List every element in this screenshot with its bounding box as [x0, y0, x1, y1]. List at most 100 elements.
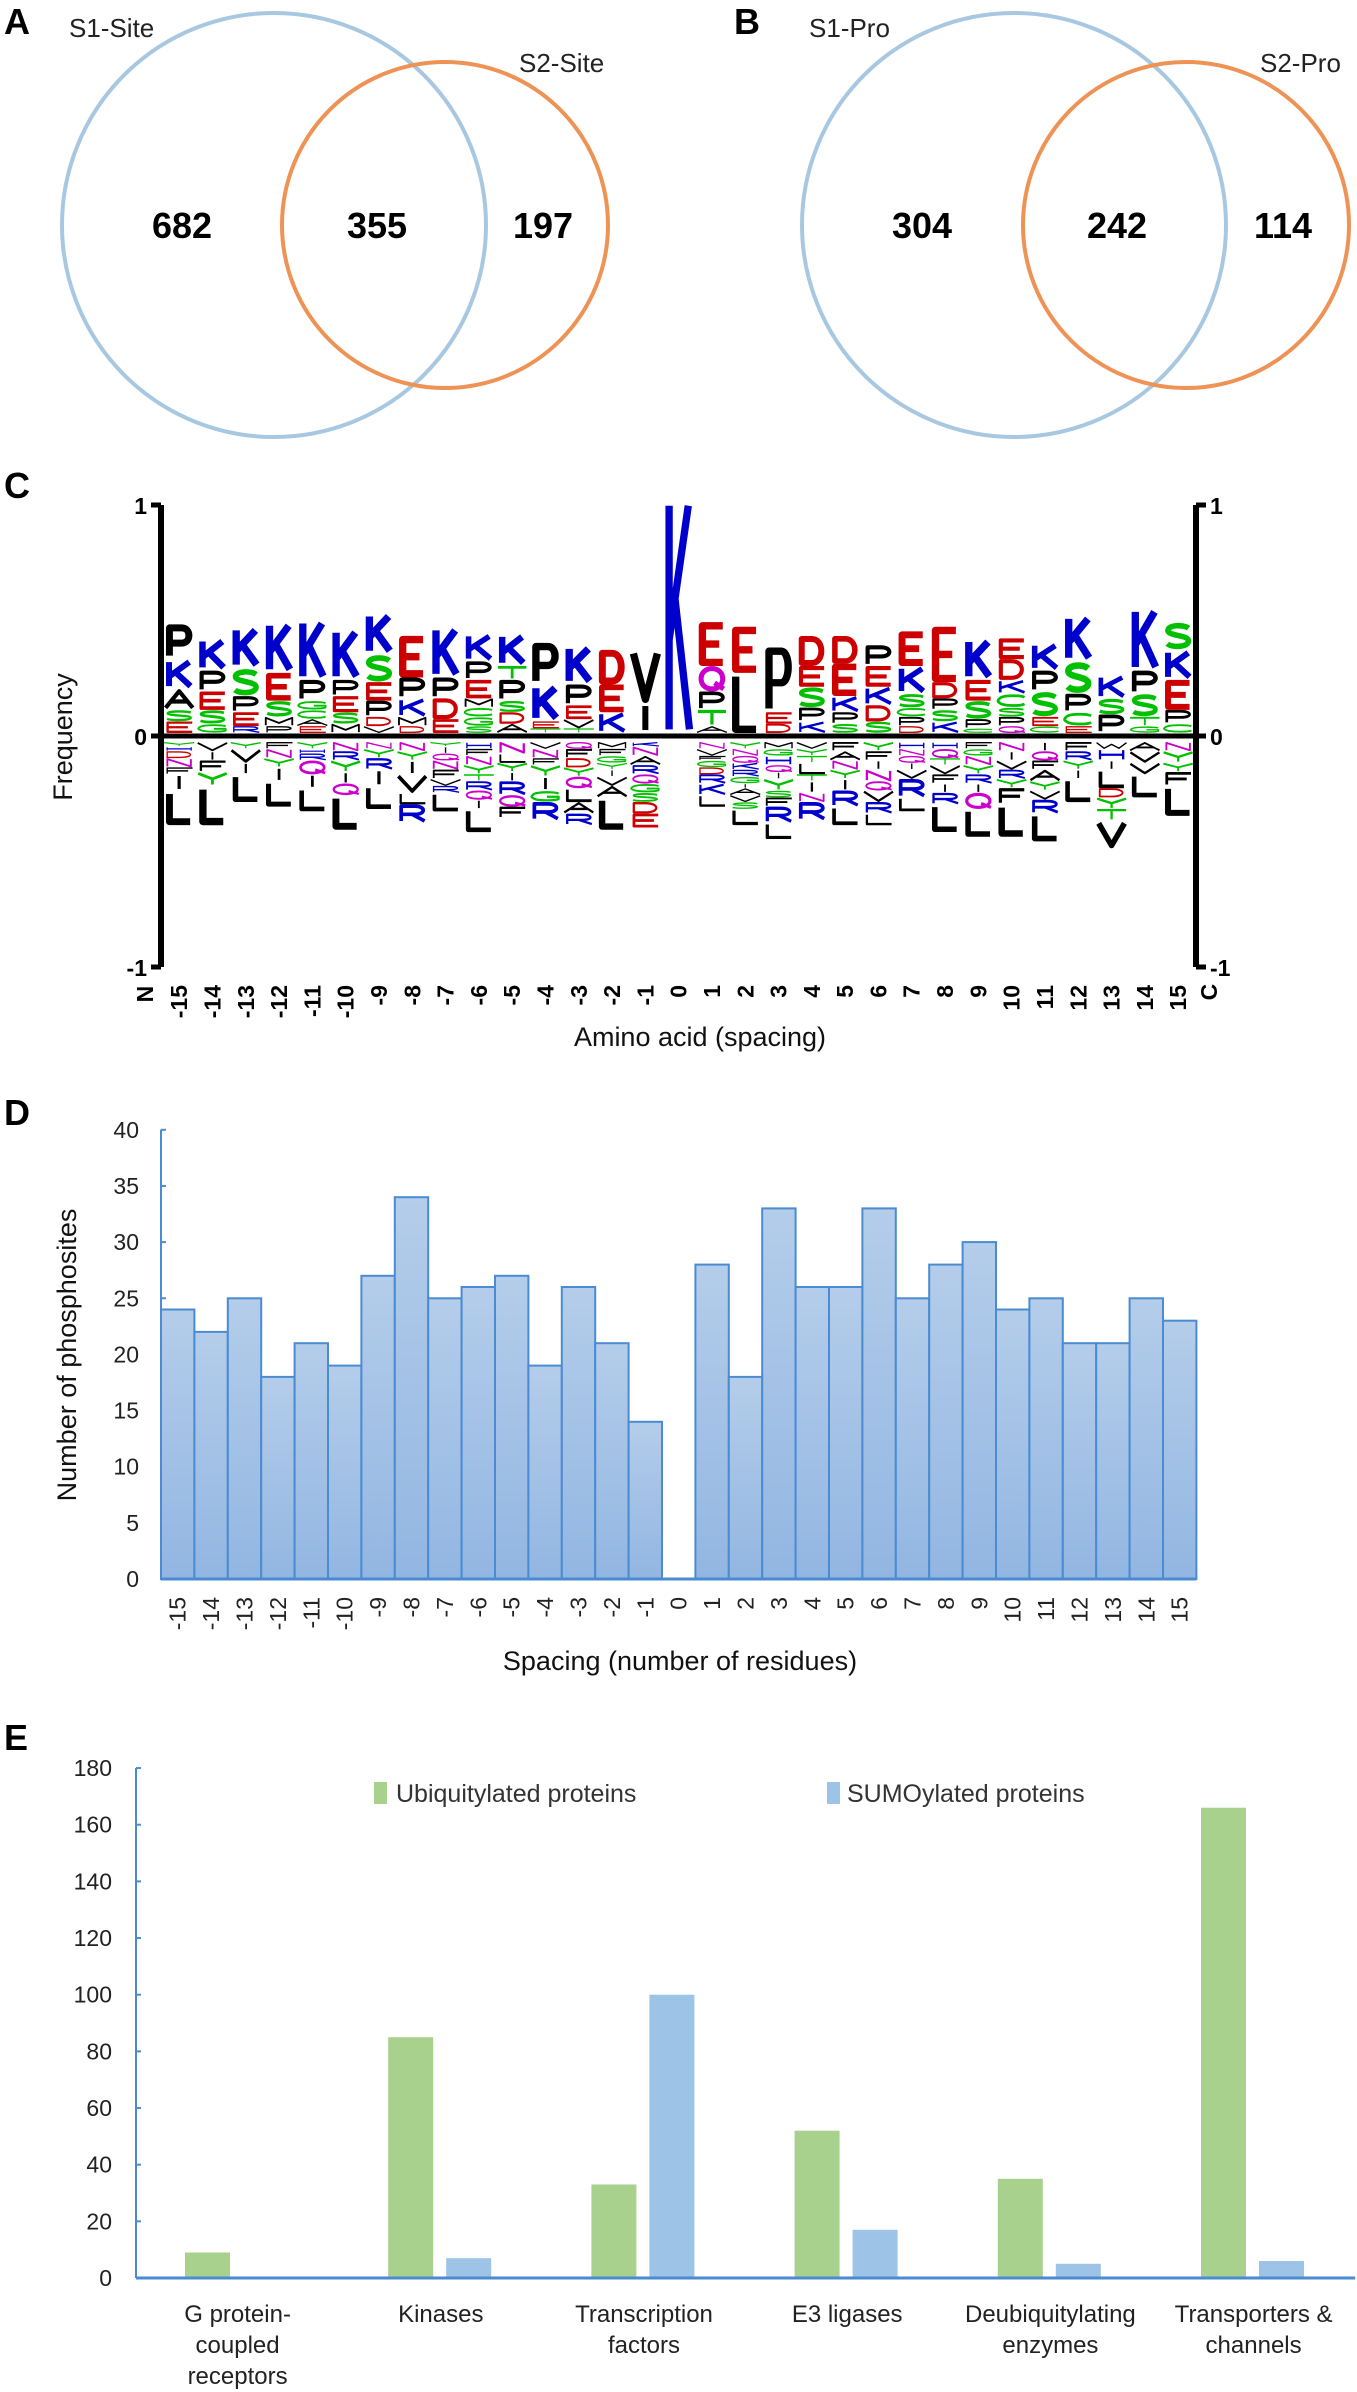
logo-letter-K	[601, 714, 624, 731]
logo-position-label: 4	[799, 985, 825, 998]
d-x-tick-label: 4	[799, 1597, 825, 1610]
logo-stack	[497, 637, 526, 817]
logo-letter-K	[700, 785, 725, 794]
d-x-tick-label: 8	[933, 1597, 959, 1610]
logo-position-label: -15	[166, 985, 192, 1018]
logo-letter-D	[400, 727, 423, 733]
venn-a-label-s1: S1-Site	[69, 13, 154, 43]
logo-position-label: 7	[899, 985, 925, 998]
logo-letter-L	[269, 784, 291, 804]
logo-letter-K	[633, 743, 659, 746]
logo-letter-P	[868, 647, 890, 664]
logo-letter-Y	[531, 766, 560, 775]
d-bar	[861, 1207, 897, 1581]
logo-letter-G	[964, 750, 992, 755]
logo-letter-T	[797, 757, 827, 763]
logo-letter-R	[434, 787, 459, 793]
logo-letter-L	[734, 811, 758, 824]
logo-letter-E	[269, 676, 291, 698]
logo-letter-L	[1100, 772, 1123, 787]
logo-letter-T	[930, 759, 960, 765]
logo-letter-L	[867, 815, 892, 824]
logo-letter-Y	[1097, 799, 1126, 808]
logo-letter-S	[999, 709, 1023, 716]
logo-letter-V	[930, 766, 959, 773]
logo-stack	[198, 642, 227, 822]
logo-letter-M	[466, 699, 493, 706]
logo-letter-L	[800, 764, 825, 773]
logo-letter-N	[700, 743, 724, 749]
logo-letter-E	[468, 682, 491, 697]
venn-b-circle-s2	[1021, 60, 1351, 390]
logo-letter-P	[334, 682, 356, 695]
e-category-label: Deubiquitylating	[965, 2301, 1136, 2328]
logo-letter-E	[533, 722, 558, 728]
logo-letter-S	[900, 695, 923, 705]
logo-letter-Y	[231, 743, 261, 749]
sequence-logo: Frequency Amino acid (spacing) N C 1 10 0-…	[48, 493, 1231, 1052]
logo-letter-V	[364, 727, 394, 733]
logo-letter-G	[598, 757, 626, 762]
logo-letter-V	[797, 743, 827, 749]
legend-label-sumoylated: SUMOylated proteins	[847, 1780, 1085, 1808]
logo-letter-P	[834, 713, 857, 722]
venn-a-label-s2: S2-Site	[519, 48, 604, 78]
logo-stack	[297, 624, 327, 809]
logo-letter-M	[266, 718, 293, 725]
logo-letter-K	[1035, 646, 1057, 668]
d-x-tick-label: 3	[766, 1597, 792, 1610]
logo-letter-Y	[1064, 761, 1093, 768]
logo-letter-D	[934, 684, 956, 697]
e-y-tick-label: 180	[74, 1755, 112, 1781]
venn-b-both: 242	[1087, 205, 1147, 246]
logo-position-label: 13	[1099, 985, 1125, 1011]
logo-letter-R	[1000, 771, 1025, 778]
logo-letter-E	[902, 635, 923, 663]
logo-letter-G	[298, 702, 325, 708]
logo-letter-Y	[164, 743, 194, 746]
logo-letter-S	[167, 711, 191, 720]
logo-letter-Y	[764, 780, 793, 789]
logo-letter-P	[536, 647, 555, 681]
logo-position-label: 3	[766, 985, 792, 998]
logo-letter-R	[867, 803, 892, 812]
d-bar	[494, 1274, 530, 1581]
logo-letter-H	[300, 750, 324, 753]
logo-letter-L	[900, 799, 924, 810]
logo-letter-T	[1097, 810, 1126, 819]
logo-letter-Q	[933, 750, 958, 757]
d-bar	[928, 1263, 964, 1580]
d-bar	[995, 1308, 1031, 1580]
logo-stack	[1030, 646, 1059, 839]
logo-stack	[431, 630, 461, 809]
e-bar-ubiquitylated	[591, 2184, 637, 2278]
logo-n-terminus-label: N	[132, 986, 158, 1003]
logo-stack	[830, 639, 859, 823]
logo-letter-K	[1069, 619, 1089, 658]
logo-letter-F	[833, 743, 858, 750]
logo-letter-N	[267, 750, 291, 757]
logo-letter-S	[267, 703, 290, 715]
logo-letter-F	[1033, 761, 1058, 768]
logo-letter-Q	[433, 754, 459, 760]
logo-letter-L	[434, 795, 457, 810]
d-y-tick-label: 10	[113, 1454, 139, 1480]
logo-letter-L	[169, 794, 190, 822]
logo-stack	[669, 506, 689, 730]
logo-letter-N	[800, 794, 824, 801]
d-bar	[828, 1286, 864, 1580]
d-bar	[1162, 1319, 1198, 1580]
logo-letter-L	[935, 807, 957, 829]
logo-letter-Y	[1163, 764, 1192, 771]
logo-letter-L	[567, 790, 591, 801]
logo-letter-K	[1000, 681, 1024, 692]
logo-letter-Q	[566, 743, 592, 749]
logo-letter-L	[834, 809, 857, 824]
logo-letter-S	[1134, 697, 1156, 714]
logo-position-label: 9	[965, 985, 991, 998]
logo-letter-Y	[797, 750, 827, 756]
logo-letter-F	[867, 752, 892, 759]
logo-letter-Y	[364, 750, 393, 757]
logo-letter-C	[1164, 725, 1191, 731]
e-y-tick-label: 100	[74, 1982, 112, 2008]
